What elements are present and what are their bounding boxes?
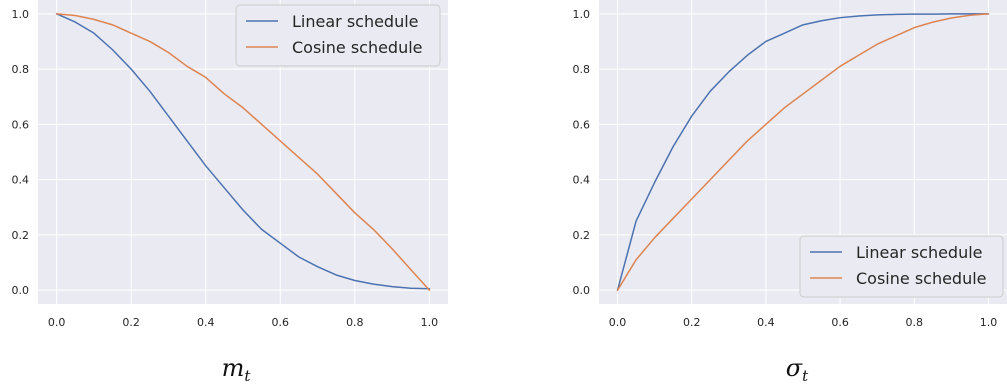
x-tick-label: 0.2 bbox=[683, 316, 701, 329]
x-tick-label: 0.0 bbox=[609, 316, 627, 329]
legend-label: Cosine schedule bbox=[292, 38, 423, 57]
x-tick-label: 0.8 bbox=[906, 316, 924, 329]
series-line-2 bbox=[55, 13, 431, 291]
y-tick-label: 0.4 bbox=[12, 174, 30, 187]
x-tick-label: 0.4 bbox=[757, 316, 775, 329]
legend: Linear schedule Cosine schedule bbox=[799, 235, 1004, 298]
legend-label: Cosine schedule bbox=[856, 269, 987, 288]
series-line-1 bbox=[616, 13, 990, 291]
x-tick-label: 0.6 bbox=[831, 316, 849, 329]
y-tick-label: 0.4 bbox=[573, 174, 591, 187]
y-tick-label: 0.6 bbox=[573, 118, 591, 131]
legend-box bbox=[235, 4, 441, 67]
x-tick-label: 0.0 bbox=[48, 316, 66, 329]
y-tick-label: 0.8 bbox=[573, 63, 591, 76]
x-tick-label: 0.4 bbox=[197, 316, 215, 329]
x-tick-label: 0.2 bbox=[122, 316, 140, 329]
x-axis-label: mt bbox=[222, 354, 252, 385]
x-axis-label-symbol: σ bbox=[786, 354, 803, 382]
chart-panel-2: 0.0 0.2 0.4 0.6 0.8 1.0 0.0 0.2 0.4 0.6 0.8 1.0 Line… bbox=[573, 0, 1007, 385]
legend-box bbox=[799, 235, 1004, 298]
chart-panel-1: 0.0 0.2 0.4 0.6 0.8 1.0 0.0 0.2 0.4 0.6 0.8 1.0 Line… bbox=[12, 0, 448, 385]
y-tick-label: 0.8 bbox=[12, 63, 30, 76]
y-tick-label: 0.0 bbox=[573, 284, 591, 297]
x-axis-label-symbol: m bbox=[222, 354, 245, 382]
x-tick-label: 0.6 bbox=[272, 316, 290, 329]
x-axis-label-subscript: t bbox=[244, 367, 251, 385]
series-line-2 bbox=[616, 13, 990, 291]
x-tick-label: 1.0 bbox=[980, 316, 998, 329]
y-tick-label: 0.2 bbox=[573, 229, 591, 242]
y-tick-label: 0.6 bbox=[12, 118, 30, 131]
y-tick-label: 1.0 bbox=[573, 8, 591, 21]
legend: Linear schedule Cosine schedule bbox=[235, 4, 441, 67]
x-axis-label: σt bbox=[786, 354, 809, 385]
y-tick-label: 1.0 bbox=[12, 8, 30, 21]
y-tick-label: 0.2 bbox=[12, 229, 30, 242]
x-tick-label: 1.0 bbox=[421, 316, 439, 329]
legend-label: Linear schedule bbox=[292, 12, 419, 31]
y-tick-label: 0.0 bbox=[12, 284, 30, 297]
series-line-1 bbox=[55, 13, 431, 290]
x-axis-label-subscript: t bbox=[802, 367, 809, 385]
x-tick-label: 0.8 bbox=[346, 316, 364, 329]
legend-label: Linear schedule bbox=[856, 243, 983, 262]
